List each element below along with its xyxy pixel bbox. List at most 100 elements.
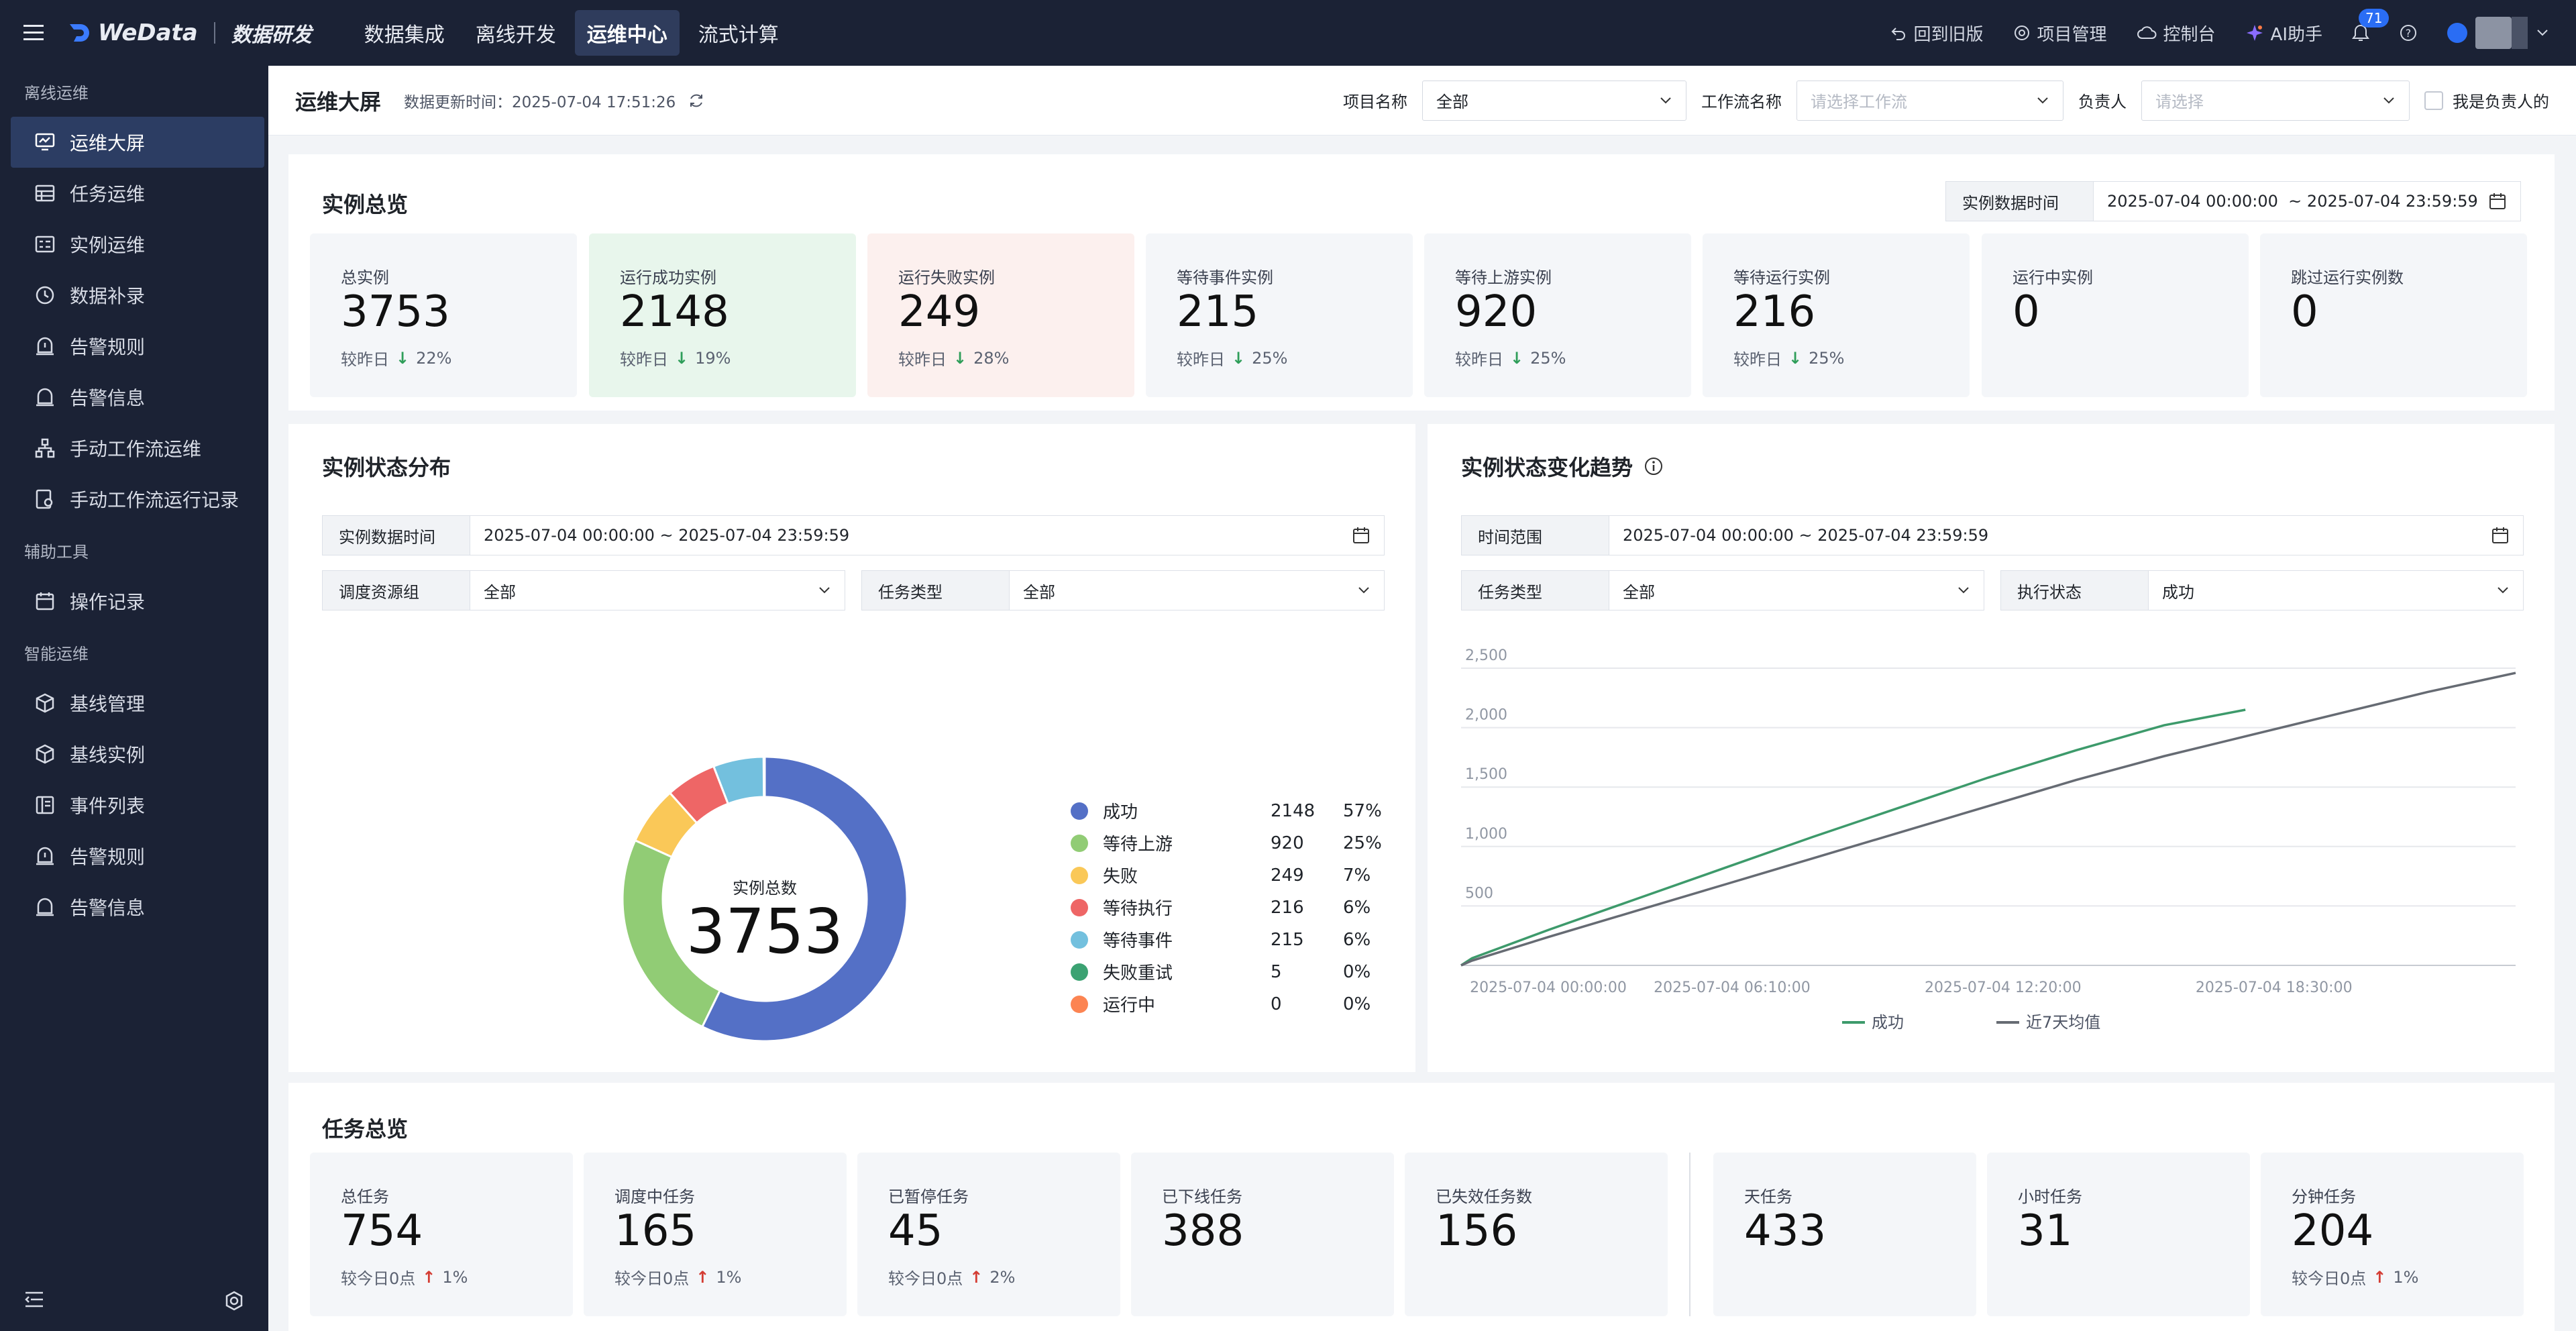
chevron-down-icon <box>2498 587 2508 594</box>
instance-stat-card[interactable]: 跳过运行实例数 0 <box>2260 233 2527 397</box>
trend-time-range[interactable]: 时间范围 2025-07-04 00:00:00 ~ 2025-07-04 23… <box>1461 515 2524 555</box>
task-stat-card[interactable]: 小时任务 31 <box>1987 1153 2250 1316</box>
distribution-time-input[interactable]: 2025-07-04 00:00:00 ~ 2025-07-04 23:59:5… <box>470 516 1384 555</box>
mine-checkbox[interactable]: 我是负责人的 <box>2424 89 2549 112</box>
task-stat-card[interactable]: 天任务 433 <box>1713 1153 1976 1316</box>
task-stat-card[interactable]: 总任务 754 较今日0点 ↑ 1% <box>310 1153 573 1316</box>
trend-task-type-select[interactable]: 全部 <box>1609 571 1984 610</box>
series-line-1[interactable] <box>1460 672 2516 967</box>
info-icon[interactable] <box>1644 456 1664 476</box>
arrow-down-icon: ↓ <box>1510 348 1524 368</box>
legend-item[interactable]: 失败 249 7% <box>1071 863 1371 888</box>
trend-task-type-filter[interactable]: 任务类型 全部 <box>1461 570 1984 610</box>
stat-change-value: 25% <box>1530 348 1566 368</box>
instance-stat-card[interactable]: 运行中实例 0 <box>1982 233 2249 397</box>
legend-label[interactable]: 成功 <box>1872 1013 1904 1032</box>
sidebar-item-task-ops[interactable]: 任务运维 <box>11 168 264 219</box>
donut-slice[interactable] <box>621 839 722 1028</box>
sidebar-item-event-list[interactable]: 事件列表 <box>11 780 264 831</box>
sidebar-item-smart-alert-info[interactable]: 告警信息 <box>11 882 264 933</box>
trend-range-input[interactable]: 2025-07-04 00:00:00 ~ 2025-07-04 23:59:5… <box>1609 516 2523 555</box>
stat-label: 等待运行实例 <box>1733 268 1830 287</box>
stat-change: 较昨日 ↓ 19% <box>620 346 731 370</box>
instance-overview-title: 实例总览 <box>322 192 409 217</box>
sidebar-item-smart-alert-rules[interactable]: 告警规则 <box>11 831 264 882</box>
distribution-task-type-filter[interactable]: 任务类型 全部 <box>861 570 1385 610</box>
distribution-task-type-select[interactable]: 全部 <box>1010 571 1384 610</box>
collapse-sidebar-icon[interactable] <box>24 1291 44 1308</box>
workflow-select[interactable]: 请选择工作流 <box>1796 80 2063 121</box>
notification-button[interactable]: 71 <box>2352 9 2390 42</box>
user-name-placeholder-tail <box>2512 17 2528 49</box>
hamburger-menu-icon[interactable] <box>0 0 67 66</box>
legend-label[interactable]: 近7天均值 <box>2026 1013 2100 1032</box>
overview-time-value[interactable]: 2025-07-04 00:00:00 ~ 2025-07-04 23:59:5… <box>2094 182 2520 221</box>
instance-stat-card[interactable]: 总实例 3753 较昨日 ↓ 22% <box>310 233 577 397</box>
nav-data-integration[interactable]: 数据集成 <box>364 23 445 47</box>
legend-item[interactable]: 成功 2148 57% <box>1071 798 1382 823</box>
legend-item[interactable]: 失败重试 5 0% <box>1071 959 1371 984</box>
donut-slice[interactable] <box>633 791 698 859</box>
console-link[interactable]: 控制台 <box>2137 21 2216 46</box>
legend-item[interactable]: 等待执行 216 6% <box>1071 895 1371 920</box>
arrow-down-icon: ↓ <box>1232 348 1246 368</box>
sidebar-item-baseline-instance[interactable]: 基线实例 <box>11 729 264 780</box>
arrow-down-icon: ↓ <box>1788 348 1803 368</box>
overview-time-range[interactable]: 实例数据时间 2025-07-04 00:00:00 ~ 2025-07-04 … <box>1945 181 2521 221</box>
arrow-up-icon: ↑ <box>422 1267 436 1287</box>
stat-value: 165 <box>614 1206 697 1256</box>
trend-exec-status-select[interactable]: 成功 <box>2149 571 2523 610</box>
sidebar-item-instance-ops[interactable]: 实例运维 <box>11 219 264 270</box>
ai-assistant-link[interactable]: AI助手 <box>2245 21 2322 46</box>
top-nav: 数据集成 离线开发 运维中心 流式计算 <box>352 10 791 56</box>
legend-item[interactable]: 等待事件 215 6% <box>1071 927 1371 952</box>
instance-stat-card[interactable]: 等待上游实例 920 较昨日 ↓ 25% <box>1424 233 1691 397</box>
refresh-icon[interactable] <box>688 92 705 109</box>
workflow-select-placeholder: 请选择工作流 <box>1811 93 1907 111</box>
nav-stream-compute[interactable]: 流式计算 <box>698 23 779 47</box>
stat-label: 运行中实例 <box>2012 268 2093 287</box>
legend-item[interactable]: 等待上游 920 25% <box>1071 831 1382 855</box>
legend-name: 失败重试 <box>1103 963 1173 983</box>
legend-item[interactable]: 运行中 0 0% <box>1071 992 1371 1016</box>
task-stat-card[interactable]: 调度中任务 165 较今日0点 ↑ 1% <box>584 1153 847 1316</box>
page-header: 运维大屏 数据更新时间：2025-07-04 17:51:26 项目名称 全部 … <box>268 66 2576 136</box>
sidebar-item-operation-log[interactable]: 操作记录 <box>11 576 264 627</box>
brand-logo[interactable]: WeData 数据研发 <box>67 18 312 48</box>
distribution-time-range[interactable]: 实例数据时间 2025-07-04 00:00:00 ~ 2025-07-04 … <box>322 515 1385 555</box>
sidebar-item-manual-workflow-records[interactable]: 手动工作流运行记录 <box>11 474 264 525</box>
sidebar-item-ops-dashboard[interactable]: 运维大屏 <box>11 117 264 168</box>
distribution-resource-group-filter[interactable]: 调度资源组 全部 <box>322 570 845 610</box>
settings-icon[interactable] <box>224 1291 244 1311</box>
help-button[interactable]: ? <box>2399 23 2418 42</box>
instance-stat-card[interactable]: 等待事件实例 215 较昨日 ↓ 25% <box>1146 233 1413 397</box>
old-version-link[interactable]: 回到旧版 <box>1890 21 1984 46</box>
nav-offline-dev[interactable]: 离线开发 <box>475 23 556 47</box>
wedata-logo-icon <box>70 24 89 42</box>
stat-change-value: 22% <box>416 348 452 368</box>
task-stat-card[interactable]: 已下线任务 388 <box>1131 1153 1394 1316</box>
sidebar-item-alert-rules[interactable]: 告警规则 <box>11 321 264 372</box>
resource-group-select[interactable]: 全部 <box>470 571 845 610</box>
sidebar-item-manual-workflow-ops[interactable]: 手动工作流运维 <box>11 423 264 474</box>
owner-select[interactable]: 请选择 <box>2141 80 2410 121</box>
sidebar-item-baseline-mgmt[interactable]: 基线管理 <box>11 678 264 729</box>
sidebar-item-alert-info[interactable]: 告警信息 <box>11 372 264 423</box>
trend-exec-status-filter[interactable]: 执行状态 成功 <box>2000 570 2524 610</box>
sidebar-item-data-backfill[interactable]: 数据补录 <box>11 270 264 321</box>
instance-stat-card[interactable]: 运行成功实例 2148 较昨日 ↓ 19% <box>589 233 856 397</box>
task-stat-card[interactable]: 分钟任务 204 较今日0点 ↑ 1% <box>2261 1153 2524 1316</box>
event-list-icon <box>36 796 54 814</box>
instance-stat-card[interactable]: 等待运行实例 216 较昨日 ↓ 25% <box>1703 233 1970 397</box>
project-select[interactable]: 全部 <box>1422 80 1686 121</box>
donut-slice[interactable] <box>700 755 908 1043</box>
trend-task-type-label: 任务类型 <box>1462 571 1609 610</box>
instance-stat-card[interactable]: 运行失败实例 249 较昨日 ↓ 28% <box>867 233 1134 397</box>
nav-ops-center[interactable]: 运维中心 <box>574 10 680 56</box>
task-stat-card[interactable]: 已暂停任务 45 较今日0点 ↑ 2% <box>857 1153 1120 1316</box>
arrow-up-icon: ↑ <box>969 1267 983 1287</box>
task-stat-card[interactable]: 已失效任务数 156 <box>1405 1153 1668 1316</box>
user-menu[interactable] <box>2447 17 2549 49</box>
donut-slice[interactable] <box>712 755 765 806</box>
project-mgmt-link[interactable]: 项目管理 <box>2013 21 2107 46</box>
